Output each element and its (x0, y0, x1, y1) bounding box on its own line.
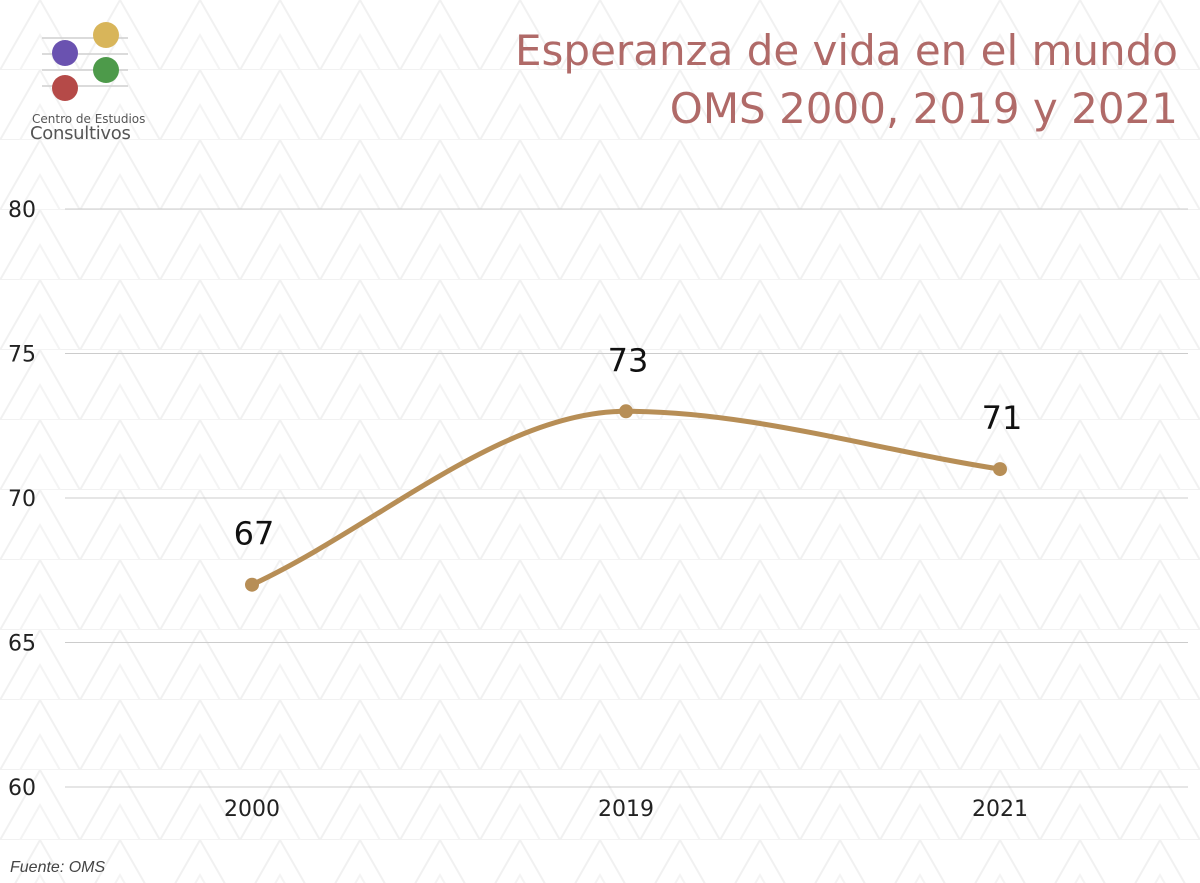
chart-title: Esperanza de vida en el mundo OMS 2000, … (515, 22, 1178, 138)
data-label-2021: 71 (982, 399, 1023, 437)
logo-dot-yellow (93, 22, 119, 48)
y-tick-label: 80 (8, 198, 36, 223)
y-tick-label: 75 (8, 343, 36, 368)
data-point-2021 (993, 462, 1007, 477)
source-note: Fuente: OMS (10, 859, 106, 876)
logo-text-line1: Centro de Estudios (32, 112, 146, 126)
logo-text-line2: Consultivos (30, 123, 131, 144)
logo-graphic (42, 22, 128, 101)
y-tick-label: 70 (8, 487, 36, 512)
data-point-2019 (619, 404, 633, 419)
x-tick-label: 2019 (598, 797, 654, 822)
y-tick-label: 65 (8, 632, 36, 657)
logo-dot-green (93, 57, 119, 83)
chart-title-line1: Esperanza de vida en el mundo (515, 26, 1178, 75)
data-point-2000 (245, 577, 259, 592)
x-tick-label: 2000 (224, 797, 280, 822)
data-label-2000: 67 (234, 515, 275, 553)
logo: Centro de Estudios Consultivos (30, 22, 170, 144)
logo-dot-purple (52, 40, 78, 66)
logo-dot-red (52, 75, 78, 101)
y-tick-label: 60 (8, 776, 36, 801)
x-tick-label: 2021 (972, 797, 1028, 822)
chart-title-line2: OMS 2000, 2019 y 2021 (669, 84, 1178, 133)
data-label-2019: 73 (608, 341, 649, 379)
